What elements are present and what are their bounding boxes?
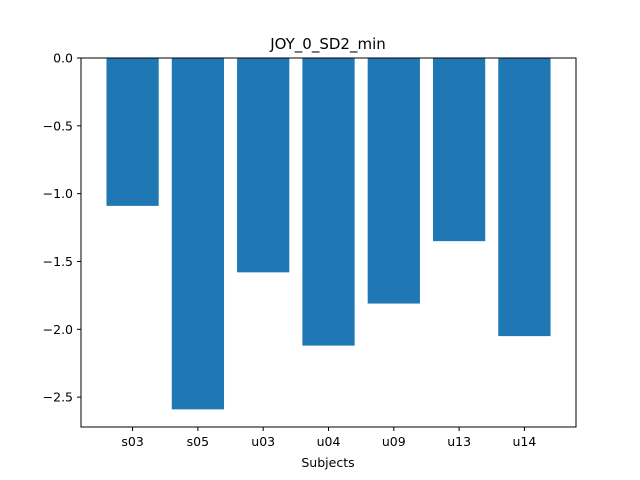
y-tick-label: −0.5 xyxy=(43,118,73,133)
y-tick-label: −2.5 xyxy=(43,390,73,405)
bar-u04 xyxy=(302,58,355,346)
x-tick-label: s03 xyxy=(121,434,143,449)
bar-u09 xyxy=(367,58,420,304)
x-tick-label: s05 xyxy=(187,434,209,449)
bars-group xyxy=(106,58,551,410)
x-tick-label: u13 xyxy=(447,434,471,449)
x-tick-label: u04 xyxy=(317,434,341,449)
bar-u14 xyxy=(498,58,551,337)
bar-s05 xyxy=(171,58,225,410)
y-tick-label: −1.5 xyxy=(43,254,73,269)
y-tick-label: −2.0 xyxy=(43,322,73,337)
x-axis-label: Subjects xyxy=(301,455,354,470)
x-tick-label: u09 xyxy=(382,434,406,449)
y-axis: 0.0 −0.5 −1.0 −1.5 −2.0 −2.5 xyxy=(43,51,81,405)
bar-u03 xyxy=(237,58,290,273)
x-axis: s03 s05 u03 u04 u09 u13 u14 xyxy=(121,427,536,449)
chart-title: JOY_0_SD2_min xyxy=(269,35,386,54)
x-tick-label: u14 xyxy=(512,434,536,449)
x-tick-label: u03 xyxy=(251,434,275,449)
y-tick-label: −1.0 xyxy=(43,186,73,201)
y-tick-label: 0.0 xyxy=(53,51,73,66)
bar-u13 xyxy=(432,58,486,242)
bar-s03 xyxy=(106,58,159,206)
